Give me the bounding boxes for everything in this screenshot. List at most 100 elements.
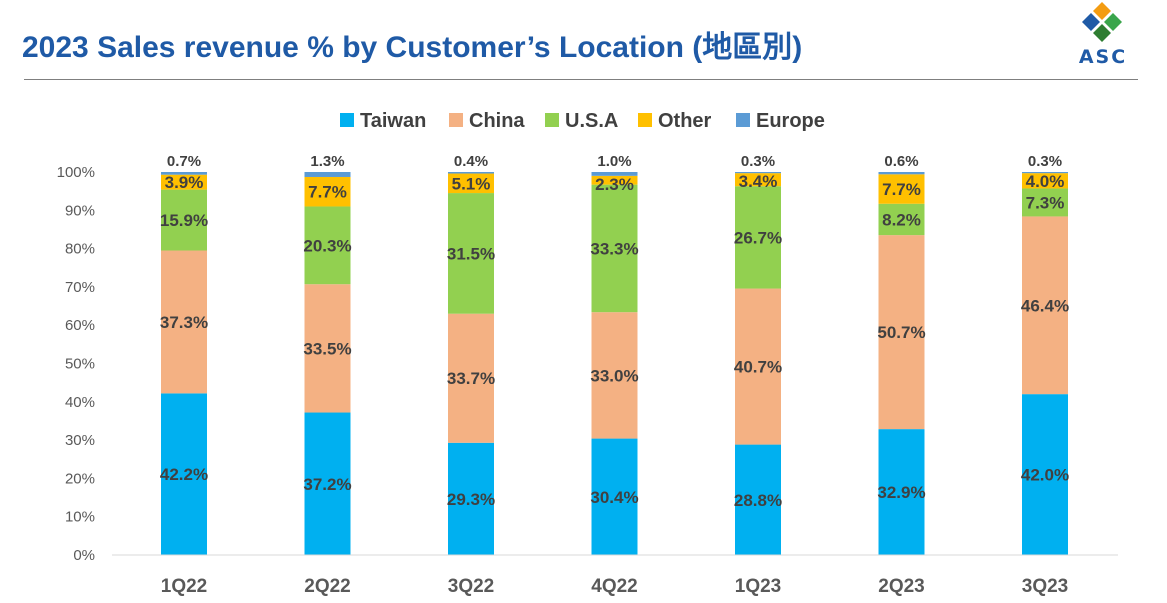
bar-segment-usa	[304, 206, 351, 285]
data-label: 33.0%	[590, 366, 638, 385]
data-label: 28.8%	[734, 491, 782, 510]
legend-swatch	[736, 113, 750, 127]
data-label: 7.3%	[1026, 193, 1065, 212]
logo-text: ASC	[1078, 46, 1128, 68]
bar-segment-other	[448, 173, 494, 194]
bar-segment-china	[304, 284, 351, 413]
bar-segment-europe	[448, 172, 494, 174]
bar-segment-usa	[161, 189, 207, 251]
legend-swatch	[340, 113, 354, 127]
legend-label: Other	[658, 110, 712, 132]
legend-swatch	[449, 113, 463, 127]
y-tick-label: 0%	[73, 547, 95, 564]
y-tick-label: 10%	[65, 509, 95, 526]
x-tick-label: 4Q22	[591, 576, 637, 597]
data-label: 0.6%	[884, 153, 918, 170]
bar-segment-china	[591, 312, 638, 439]
bar-segment-taiwan	[878, 429, 925, 555]
bar-segment-europe	[591, 172, 638, 176]
y-tick-label: 50%	[65, 356, 95, 373]
bar-segment-china	[448, 313, 494, 443]
y-tick-label: 90%	[65, 202, 95, 219]
y-tick-label: 80%	[65, 241, 95, 258]
y-tick-label: 40%	[65, 394, 95, 411]
bar-segment-taiwan	[1022, 394, 1068, 555]
data-label: 2.3%	[595, 175, 634, 194]
y-axis: 0% 10% 20% 30% 40% 50% 60% 70% 80% 90% 100%	[57, 164, 95, 564]
x-tick-label: 1Q23	[735, 576, 781, 597]
bar-segment-other	[304, 176, 351, 207]
data-label: 33.3%	[590, 239, 638, 258]
data-label: 33.5%	[303, 339, 351, 358]
data-label: 30.4%	[590, 488, 638, 507]
x-axis: 1Q22 2Q22 3Q22 4Q22 1Q23 2Q23 3Q23	[112, 554, 1118, 597]
data-label: 37.2%	[303, 475, 351, 494]
data-label: 42.0%	[1021, 466, 1069, 485]
bar-segment-other	[161, 174, 207, 190]
bar-segment-taiwan	[591, 438, 638, 555]
legend-label: Europe	[756, 110, 825, 132]
data-label: 32.9%	[877, 483, 925, 502]
data-label: 0.4%	[454, 153, 488, 170]
data-label: 20.3%	[303, 236, 351, 255]
bar-segment-europe	[735, 172, 781, 174]
data-label: 8.2%	[882, 210, 921, 229]
y-tick-label: 100%	[57, 164, 95, 181]
data-label: 15.9%	[160, 211, 208, 230]
x-tick-label: 3Q22	[448, 576, 494, 597]
data-label: 42.2%	[160, 465, 208, 484]
legend: Taiwan China U.S.A Other Europe	[340, 110, 825, 132]
data-label: 1.0%	[597, 153, 631, 170]
bar-segment-other	[878, 174, 925, 204]
bar-segment-china	[161, 250, 207, 394]
bar-segment-usa	[591, 184, 638, 313]
data-label: 26.7%	[734, 228, 782, 247]
bar-segment-taiwan	[304, 412, 351, 555]
bar-segment-usa	[878, 203, 925, 236]
bar-segment-europe	[878, 172, 925, 175]
bar-segment-europe	[161, 172, 207, 175]
bar-segment-other	[735, 173, 781, 187]
bar-segment-china	[735, 288, 781, 445]
x-tick-label: 1Q22	[161, 576, 207, 597]
y-tick-label: 70%	[65, 279, 95, 296]
data-label: 3.9%	[165, 173, 204, 192]
legend-swatch	[545, 113, 559, 127]
legend-label: China	[469, 110, 525, 132]
data-label: 0.3%	[741, 153, 775, 170]
bar-segment-other	[591, 175, 638, 185]
data-label: 46.4%	[1021, 296, 1069, 315]
data-label: 4.0%	[1026, 172, 1065, 191]
x-tick-label: 2Q22	[304, 576, 350, 597]
data-label: 0.3%	[1028, 153, 1062, 170]
x-tick-label: 3Q23	[1022, 576, 1068, 597]
bar-segment-taiwan	[448, 442, 494, 555]
data-label: 7.7%	[308, 183, 347, 202]
bar-segment-usa	[1022, 188, 1068, 217]
company-logo: ASC	[1060, 0, 1146, 72]
bar-segment-china	[878, 235, 925, 430]
bar-segment-usa	[735, 186, 781, 289]
data-label: 3.4%	[739, 172, 778, 191]
data-labels: 42.2% 37.3% 15.9% 3.9% 0.7% 37.2% 33.5% 20.3% 7.…	[160, 153, 1069, 510]
data-label: 40.7%	[734, 358, 782, 377]
bar-segment-taiwan	[161, 393, 207, 555]
legend-swatch	[638, 113, 652, 127]
logo-mark-icon	[1082, 2, 1122, 42]
bar-segment-other	[1022, 173, 1068, 189]
data-label: 37.3%	[160, 313, 208, 332]
data-label: 50.7%	[877, 323, 925, 342]
bar-segment-taiwan	[735, 444, 781, 555]
data-label: 7.7%	[882, 180, 921, 199]
bars	[161, 172, 1068, 555]
y-tick-label: 20%	[65, 470, 95, 487]
data-label: 33.7%	[447, 369, 495, 388]
data-label: 29.3%	[447, 490, 495, 509]
data-label: 31.5%	[447, 244, 495, 263]
bar-segment-usa	[448, 193, 494, 314]
bar-segment-europe	[1022, 172, 1068, 174]
bar-segment-china	[1022, 216, 1068, 395]
bar-segment-europe	[304, 172, 351, 177]
